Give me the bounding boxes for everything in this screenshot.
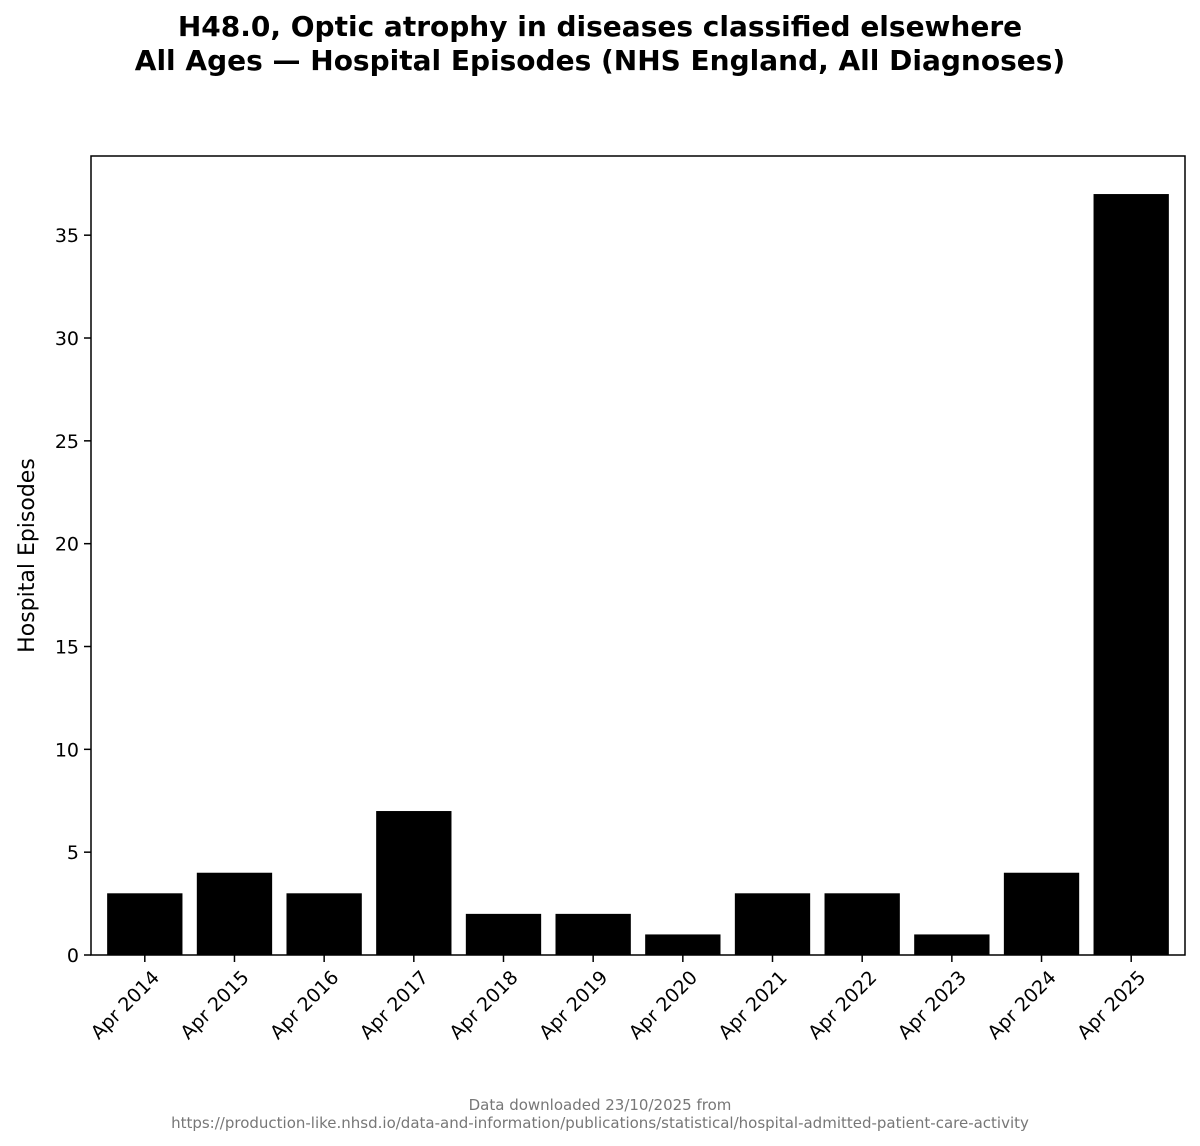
y-tick-label: 10 (55, 739, 79, 761)
y-tick-label: 0 (67, 945, 79, 967)
bar-apr-2024 (1003, 872, 1080, 955)
bar-apr-2021 (734, 893, 811, 955)
bar-apr-2019 (555, 913, 631, 955)
x-tick-label: Apr 2025 (1073, 967, 1150, 1044)
x-tick-label: Apr 2019 (535, 967, 612, 1044)
bars-group (107, 194, 1169, 956)
bar-apr-2014 (107, 893, 183, 955)
y-tick-label: 5 (67, 842, 79, 864)
y-tick-label: 25 (55, 431, 79, 453)
plot-area-frame (90, 155, 1186, 956)
y-axis-ticks: 0 5 10 15 20 25 30 35 (55, 225, 91, 967)
bar-apr-2023 (914, 934, 990, 955)
bar-apr-2015 (196, 872, 273, 955)
y-tick-label: 35 (55, 225, 79, 247)
y-tick-label: 30 (55, 328, 79, 350)
footer-source-line-1: Data downloaded 23/10/2025 from (468, 1096, 732, 1114)
x-tick-label: Apr 2021 (714, 967, 791, 1044)
x-tick-label: Apr 2022 (804, 967, 881, 1044)
bar-apr-2016 (286, 893, 362, 955)
y-tick-label: 15 (55, 637, 79, 659)
y-tick-label: 20 (55, 534, 79, 556)
x-tick-label: Apr 2014 (87, 967, 164, 1044)
y-axis-label: Hospital Episodes (15, 458, 40, 653)
chart-title-line-1: H48.0, Optic atrophy in diseases classif… (177, 10, 1023, 43)
x-tick-label: Apr 2016 (266, 967, 343, 1044)
chart-title-line-2: All Ages — Hospital Episodes (NHS Englan… (134, 44, 1066, 77)
bar-apr-2020 (645, 934, 721, 955)
x-tick-label: Apr 2018 (445, 967, 522, 1044)
x-axis-ticks: Apr 2014 Apr 2015 Apr 2016 Apr 2017 Apr 2018… (87, 955, 1150, 1044)
footer-source-url: https://production-like.nhsd.io/data-and… (171, 1114, 1029, 1132)
x-tick-label: Apr 2017 (356, 967, 433, 1044)
bar-apr-2022 (824, 893, 900, 955)
bar-apr-2017 (376, 811, 452, 955)
x-tick-label: Apr 2023 (894, 967, 971, 1044)
x-tick-label: Apr 2015 (176, 967, 253, 1044)
x-tick-label: Apr 2024 (983, 967, 1060, 1044)
bar-apr-2018 (465, 913, 542, 955)
x-tick-label: Apr 2020 (625, 967, 702, 1044)
bar-apr-2025 (1093, 194, 1169, 956)
